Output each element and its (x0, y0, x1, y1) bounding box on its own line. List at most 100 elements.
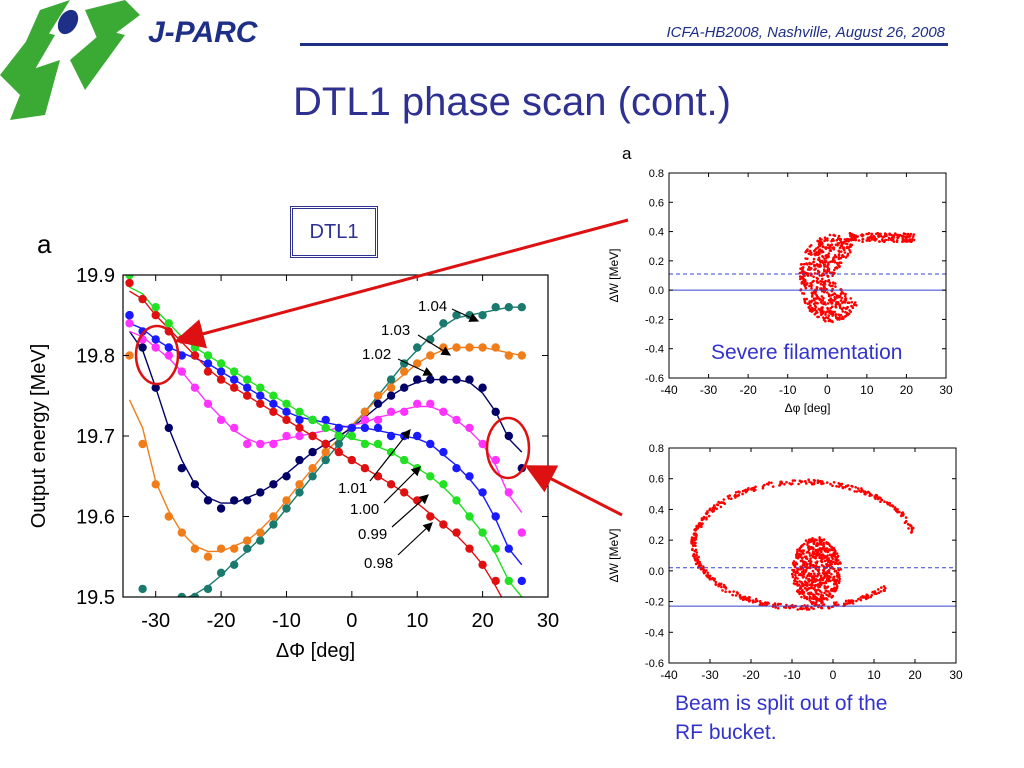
particle-point (867, 237, 870, 241)
particle-point (822, 296, 825, 300)
particle-point (860, 487, 863, 490)
particle-point (826, 237, 829, 240)
particle-point (702, 565, 705, 568)
data-point-0.99 (151, 303, 160, 312)
particle-point (818, 237, 822, 240)
particle-point (722, 501, 725, 504)
particle-point (896, 510, 899, 514)
particle-point (838, 246, 842, 250)
data-point-0.98 (295, 423, 304, 433)
data-point-1.02 (517, 464, 526, 473)
particle-point (808, 245, 812, 248)
y-tick-label: 0.8 (649, 443, 664, 455)
data-point-1.00 (386, 431, 396, 441)
particle-point (821, 571, 825, 575)
particle-point (828, 544, 832, 548)
particle-point (814, 556, 817, 560)
particle-point (821, 547, 824, 551)
y-tick-label: 0.2 (649, 256, 664, 268)
particle-point (827, 319, 831, 323)
particle-point (812, 307, 815, 311)
particle-point (705, 569, 708, 572)
particle-point (808, 586, 811, 590)
data-point-1.01 (400, 407, 409, 416)
particle-point (696, 559, 700, 563)
particle-point (829, 260, 832, 264)
data-point-1.01 (190, 383, 200, 392)
particle-point (830, 319, 834, 323)
particle-point (698, 525, 702, 528)
particle-point (826, 275, 830, 278)
data-point-1.04 (334, 439, 343, 449)
particle-point (844, 292, 847, 296)
particle-point (895, 240, 899, 244)
particle-point (776, 607, 780, 610)
particle-point (705, 516, 708, 519)
particle-point (822, 538, 826, 541)
data-point-1.02 (439, 375, 448, 384)
particle-point (771, 485, 775, 488)
particle-point (693, 533, 696, 536)
curve-label-arrow (397, 522, 433, 556)
particles (690, 478, 915, 611)
particle-point (805, 249, 808, 253)
particle-point (743, 597, 746, 601)
particle-point (812, 539, 815, 543)
particle-point (690, 540, 693, 544)
particle-point (801, 266, 804, 270)
data-point-1.01 (386, 407, 396, 416)
particle-point (901, 240, 904, 243)
particle-point (803, 594, 806, 598)
data-point-1.04 (504, 303, 513, 312)
particle-point (908, 524, 912, 527)
particle-point (802, 549, 805, 552)
particle-point (825, 586, 829, 589)
particle-point (821, 302, 824, 305)
data-point-0.98 (347, 455, 356, 465)
data-point-1.03 (243, 536, 252, 545)
particle-point (806, 282, 809, 285)
particle-point (830, 239, 833, 243)
particle-point (819, 595, 823, 599)
particle-point (828, 281, 832, 284)
particle-point (833, 292, 836, 295)
y-tick-label: 19.7 (76, 426, 115, 448)
particle-point (802, 542, 806, 546)
particle-point (880, 586, 883, 589)
particle-point (880, 238, 884, 241)
particle-point (714, 580, 718, 584)
data-point-0.98 (413, 496, 422, 505)
particle-point (734, 491, 738, 494)
data-point-0.99 (190, 343, 200, 352)
particle-point (797, 482, 800, 486)
particle-point (697, 522, 701, 526)
particle-point (814, 578, 818, 581)
particle-point (879, 234, 883, 238)
data-point-1.01 (177, 367, 186, 376)
data-point-1.03 (164, 512, 173, 521)
particle-point (898, 233, 902, 237)
particle-point (809, 253, 813, 256)
particle-point (818, 538, 822, 542)
particle-point (826, 306, 829, 310)
data-point-0.99 (230, 367, 239, 376)
particle-point (886, 502, 889, 505)
particle-point (722, 498, 726, 501)
particle-point (821, 280, 824, 283)
particle-point (731, 593, 734, 597)
data-point-1.02 (190, 480, 200, 489)
particle-point (853, 303, 856, 307)
data-point-1.03 (308, 464, 317, 473)
data-point-1.03 (517, 351, 526, 360)
particle-point (811, 555, 814, 558)
particle-point (908, 233, 912, 237)
particle-point (823, 548, 826, 551)
particle-point (830, 305, 834, 308)
page-title-text: DTL1 phase scan (cont.) (293, 80, 731, 124)
data-point-0.98 (177, 335, 186, 344)
data-point-1.00 (203, 359, 213, 368)
particle-point (820, 259, 824, 263)
data-point-1.04 (177, 592, 186, 597)
particle-point (827, 578, 831, 581)
particle-point (821, 283, 825, 287)
